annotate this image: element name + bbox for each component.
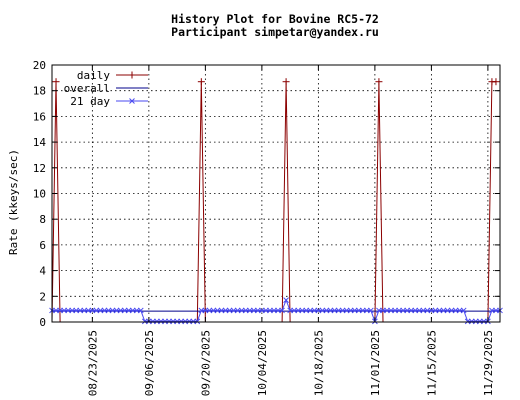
x-tick-label: 11/29/2025 [482,330,495,396]
series-21-day [49,297,503,325]
y-axis-label: Rate (kkeys/sec) [7,149,20,255]
x-tick-label: 09/06/2025 [143,330,156,396]
x-tick-label: 11/15/2025 [425,330,438,396]
x-tick-label: 10/04/2025 [256,330,269,396]
y-tick-label: 18 [33,85,46,98]
y-tick-label: 10 [33,188,46,201]
legend-overall-label: overall [64,82,110,95]
chart-subtitle: Participant simpetar@yandex.ru [171,25,379,39]
series-21-day-point [367,307,374,314]
series-21-day-point [460,307,467,314]
axes: 0 2 4 6 8 10 12 14 16 18 20 08/23/2025 09/06/2025 09/… [33,59,500,396]
legend-daily-marker [128,71,136,79]
legend-21-day-label: 21 day [70,95,110,108]
series-21-day-point [194,318,201,325]
series-layer [49,78,503,325]
series-21-day-line [52,298,500,323]
series-daily [51,78,500,323]
series-daily-point [375,78,383,86]
legend-21-day: 21 day [70,95,148,108]
series-daily-point [282,78,290,86]
y-tick-label: 2 [39,290,46,303]
x-tick-label: 09/20/2025 [199,330,212,396]
y-tick-label: 20 [33,59,46,72]
y-tick-label: 12 [33,162,46,175]
chart-title: History Plot for Bovine RC5-72 [171,12,379,26]
legend-21-day-marker [129,98,135,104]
grid [52,65,500,322]
series-21-day-point [279,307,285,314]
y-tick-label: 14 [33,136,47,149]
y-tick-label: 4 [39,265,46,278]
plot-frame [51,64,501,323]
x-tick-label: 10/18/2025 [312,330,325,396]
series-daily-point [52,78,60,86]
legend-daily: daily [77,69,148,82]
series-daily-point [197,78,205,86]
series-daily-line [51,81,496,323]
legend-daily-label: daily [77,69,110,82]
y-tick-label: 16 [33,110,46,123]
series-21-day-point [137,307,144,314]
y-tick-label: 6 [39,239,46,252]
series-21-day-point [283,297,289,304]
x-tick-label: 11/01/2025 [369,330,382,396]
legend-overall: overall [64,82,148,95]
y-tick-label: 0 [39,316,46,329]
x-tick-label: 08/23/2025 [86,330,99,396]
series-daily-point [492,78,500,86]
y-tick-label: 8 [39,213,46,226]
